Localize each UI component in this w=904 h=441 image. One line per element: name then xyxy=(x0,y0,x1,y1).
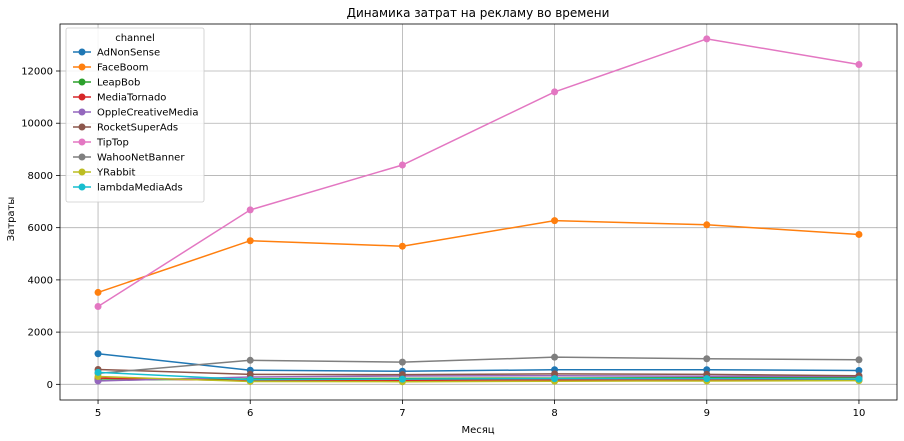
legend-item: AdNonSense xyxy=(73,48,160,59)
data-point xyxy=(703,355,711,363)
series-TipTop xyxy=(94,35,863,311)
x-tick-label: 10 xyxy=(853,408,866,419)
x-tick-label: 6 xyxy=(247,408,253,419)
legend-swatch-marker xyxy=(78,123,86,131)
data-point xyxy=(246,206,254,214)
legend-swatch-marker xyxy=(78,183,86,191)
data-point xyxy=(551,217,559,225)
series-line xyxy=(97,353,859,373)
chart-title: Динамика затрат на рекламу во времени xyxy=(347,6,610,20)
legend-item: WahooNetBanner xyxy=(73,153,185,164)
x-tick-label: 9 xyxy=(704,408,710,419)
series-WahooNetBanner xyxy=(94,353,863,377)
legend-item: FaceBoom xyxy=(73,63,148,74)
data-point xyxy=(855,366,863,374)
legend-title: channel xyxy=(115,33,155,44)
y-tick-label: 8000 xyxy=(28,171,53,182)
series-line xyxy=(98,375,859,383)
legend-swatch-marker xyxy=(78,138,86,146)
data-point xyxy=(94,350,102,358)
series-FaceBoom xyxy=(94,217,863,296)
data-point xyxy=(551,88,559,96)
legend-swatch-marker xyxy=(78,153,86,161)
y-axis-label: Затраты xyxy=(6,197,17,242)
axes: 5 6 7 8 9 10 0 2000 4000 6000 8000 10000 12000 xyxy=(21,23,898,419)
legend-swatch-marker xyxy=(78,63,86,71)
data-point xyxy=(703,375,711,383)
data-point xyxy=(551,375,559,383)
series-line xyxy=(97,38,860,308)
data-point xyxy=(94,368,102,376)
legend: channel AdNonSense FaceBoom LeapBob MediaTor… xyxy=(65,27,205,203)
legend-label: OppleCreativeMedia xyxy=(97,108,198,119)
data-point xyxy=(246,356,254,364)
y-tick-label: 4000 xyxy=(28,275,53,286)
legend-label: FaceBoom xyxy=(97,63,148,74)
x-tick-label: 8 xyxy=(551,408,557,419)
legend-swatch-marker xyxy=(78,108,86,116)
legend-label: lambdaMediaAds xyxy=(97,183,183,194)
legend-item: lambdaMediaAds xyxy=(73,183,183,194)
data-point xyxy=(855,375,863,383)
legend-swatch-marker xyxy=(78,93,86,101)
data-point xyxy=(551,353,559,361)
y-tick-label: 0 xyxy=(47,380,53,391)
legend-box xyxy=(65,27,205,203)
legend-label: YRabbit xyxy=(96,168,135,179)
x-axis-label: Месяц xyxy=(461,425,494,436)
series-line xyxy=(97,356,859,375)
plot-frame xyxy=(59,23,898,401)
data-point xyxy=(246,376,254,384)
series-layer xyxy=(94,35,863,386)
x-tick-label: 5 xyxy=(95,408,101,419)
data-point xyxy=(94,303,102,311)
series-lambdaMediaAds xyxy=(94,368,863,384)
legend-item: MediaTornado xyxy=(73,93,166,104)
series-line xyxy=(98,368,859,377)
data-point xyxy=(398,375,406,383)
legend-swatch-marker xyxy=(78,48,86,56)
data-point xyxy=(246,237,254,245)
data-point xyxy=(855,230,863,238)
legend-item: OppleCreativeMedia xyxy=(73,108,198,119)
data-point xyxy=(855,60,863,68)
y-tick-label: 2000 xyxy=(28,328,53,339)
x-tick-label: 7 xyxy=(399,408,405,419)
series-line xyxy=(98,371,859,381)
series-line xyxy=(97,219,860,294)
data-point xyxy=(398,358,406,366)
data-point xyxy=(398,161,406,169)
data-point xyxy=(703,221,711,229)
legend-label: WahooNetBanner xyxy=(97,153,185,164)
legend-label: RocketSuperAds xyxy=(97,123,178,134)
legend-item: YRabbit xyxy=(73,168,135,179)
legend-item: TipTop xyxy=(73,138,129,149)
data-point xyxy=(246,370,254,378)
y-tick-label: 12000 xyxy=(21,67,53,78)
legend-item: RocketSuperAds xyxy=(73,123,178,134)
legend-label: MediaTornado xyxy=(97,93,166,104)
legend-swatch-marker xyxy=(78,168,86,176)
series-AdNonSense xyxy=(94,350,863,375)
y-tick-label: 6000 xyxy=(28,223,53,234)
legend-item: LeapBob xyxy=(73,78,140,89)
legend-swatch-marker xyxy=(78,78,86,86)
data-point xyxy=(398,242,406,250)
data-point xyxy=(855,356,863,364)
legend-label: AdNonSense xyxy=(97,48,160,59)
data-point xyxy=(703,35,711,43)
y-tick-label: 10000 xyxy=(21,119,53,130)
legend-label: LeapBob xyxy=(97,78,140,89)
data-point xyxy=(94,288,102,296)
legend-label: TipTop xyxy=(96,138,129,149)
